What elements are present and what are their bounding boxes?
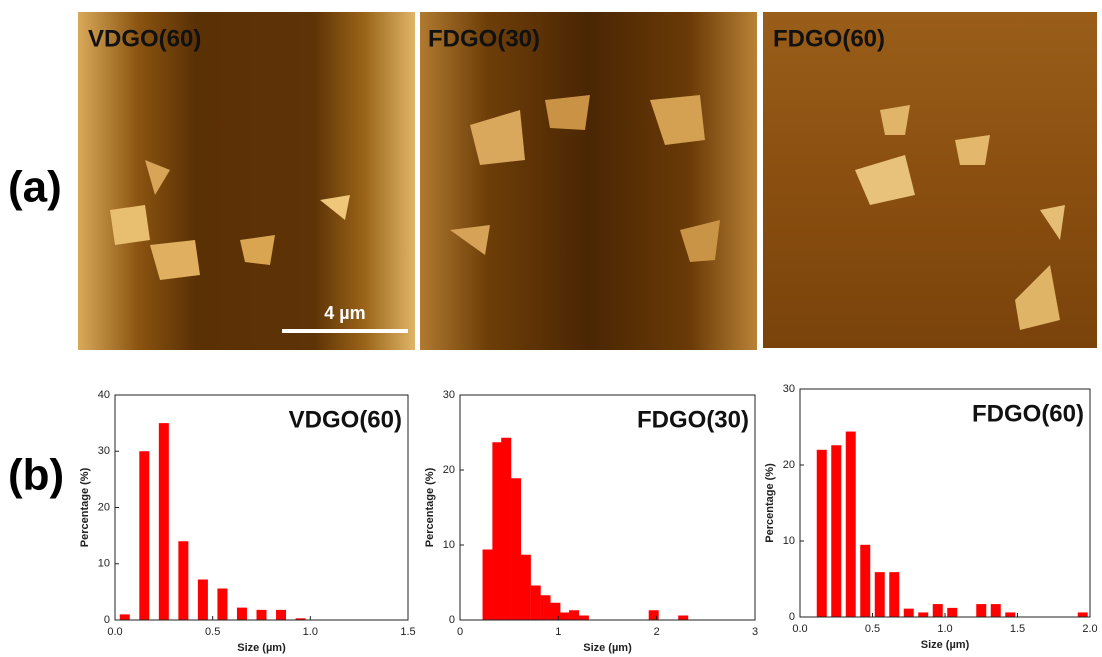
x-tick-label: 1.5 [1010, 623, 1025, 635]
figure: (a) (b) VDGO(60) 4 µm FDGO(30) FDGO(60) … [0, 0, 1102, 657]
y-tick-label: 10 [98, 558, 110, 570]
x-tick-label: 1.0 [937, 623, 952, 635]
bar [976, 604, 986, 617]
y-tick-label: 0 [449, 614, 455, 626]
bar [831, 445, 841, 617]
x-tick-label: 3 [752, 626, 758, 638]
bar [559, 613, 569, 621]
image-label: FDGO(60) [773, 25, 885, 52]
x-tick-label: 0.5 [865, 623, 880, 635]
x-tick-label: 1.5 [400, 626, 415, 638]
bar [511, 478, 521, 620]
bar [159, 423, 169, 620]
bar [198, 580, 208, 621]
bar [918, 612, 928, 617]
bar [678, 616, 688, 621]
y-tick-label: 30 [98, 445, 110, 457]
bar [178, 541, 188, 620]
histogram: 0 10 20 30 0.0 0.5 1.0 1.5 2.0 Size (µm) Percentag… [764, 383, 1098, 651]
x-tick-label: 0.0 [792, 623, 807, 635]
y-tick-label: 40 [98, 389, 110, 401]
x-axis-label: Size (µm) [921, 639, 970, 651]
y-tick-label: 30 [783, 383, 795, 395]
bar [531, 586, 541, 621]
bar [569, 610, 579, 620]
bar [550, 603, 560, 620]
bar [483, 550, 493, 621]
y-axis-label: Percentage (%) [79, 467, 91, 547]
histogram: 0 10 20 30 0 1 2 3 Size (µm) Percentage (%) FDGO(3… [424, 389, 758, 654]
bar [521, 555, 531, 620]
y-tick-label: 20 [443, 464, 455, 476]
chart-title: FDGO(60) [972, 400, 1084, 427]
scale-bar-label: 4 µm [324, 303, 365, 323]
x-tick-label: 2 [654, 626, 660, 638]
bar [817, 450, 827, 617]
y-tick-label: 20 [783, 459, 795, 471]
bar [1005, 612, 1015, 617]
bar [933, 604, 943, 617]
bar [276, 610, 286, 620]
x-tick-label: 0.0 [107, 626, 122, 638]
x-tick-label: 0.5 [205, 626, 220, 638]
bar [237, 608, 247, 620]
y-axis-label: Percentage (%) [764, 463, 776, 543]
bar [492, 442, 502, 620]
y-tick-label: 30 [443, 389, 455, 401]
y-tick-label: 20 [98, 501, 110, 513]
bar [947, 608, 957, 617]
chart-title: FDGO(30) [637, 406, 749, 433]
bar [889, 572, 899, 617]
afm-image: FDGO(60) [763, 12, 1097, 348]
x-tick-label: 1.0 [303, 626, 318, 638]
bar [649, 610, 659, 620]
bar [541, 595, 551, 620]
chart-title: VDGO(60) [289, 406, 402, 433]
bar [579, 616, 589, 621]
image-label: VDGO(60) [88, 25, 201, 52]
image-label: FDGO(30) [428, 25, 540, 52]
y-tick-label: 0 [789, 611, 795, 623]
bar [120, 614, 130, 620]
panel-label: (a) [8, 163, 62, 212]
histogram: 0 10 20 30 40 0.0 0.5 1.0 1.5 Size (µm) Percentage… [79, 389, 416, 654]
bar [904, 609, 914, 617]
y-tick-label: 10 [783, 535, 795, 547]
panel-label: (b) [8, 451, 64, 500]
bar [860, 545, 870, 617]
x-tick-label: 0 [457, 626, 463, 638]
y-tick-label: 10 [443, 539, 455, 551]
y-tick-label: 0 [104, 614, 110, 626]
bar [257, 610, 267, 620]
bar [1078, 612, 1088, 617]
x-tick-label: 1 [555, 626, 561, 638]
bar [991, 604, 1001, 617]
bar [139, 451, 149, 620]
x-axis-label: Size (µm) [583, 642, 632, 654]
y-axis-label: Percentage (%) [424, 467, 436, 547]
afm-image: FDGO(30) [420, 12, 757, 350]
bar [846, 432, 856, 617]
bar [217, 589, 227, 621]
x-axis-label: Size (µm) [237, 642, 286, 654]
afm-image: VDGO(60) 4 µm [78, 12, 415, 350]
bar [875, 572, 885, 617]
bar [501, 438, 511, 620]
x-tick-label: 2.0 [1082, 623, 1097, 635]
